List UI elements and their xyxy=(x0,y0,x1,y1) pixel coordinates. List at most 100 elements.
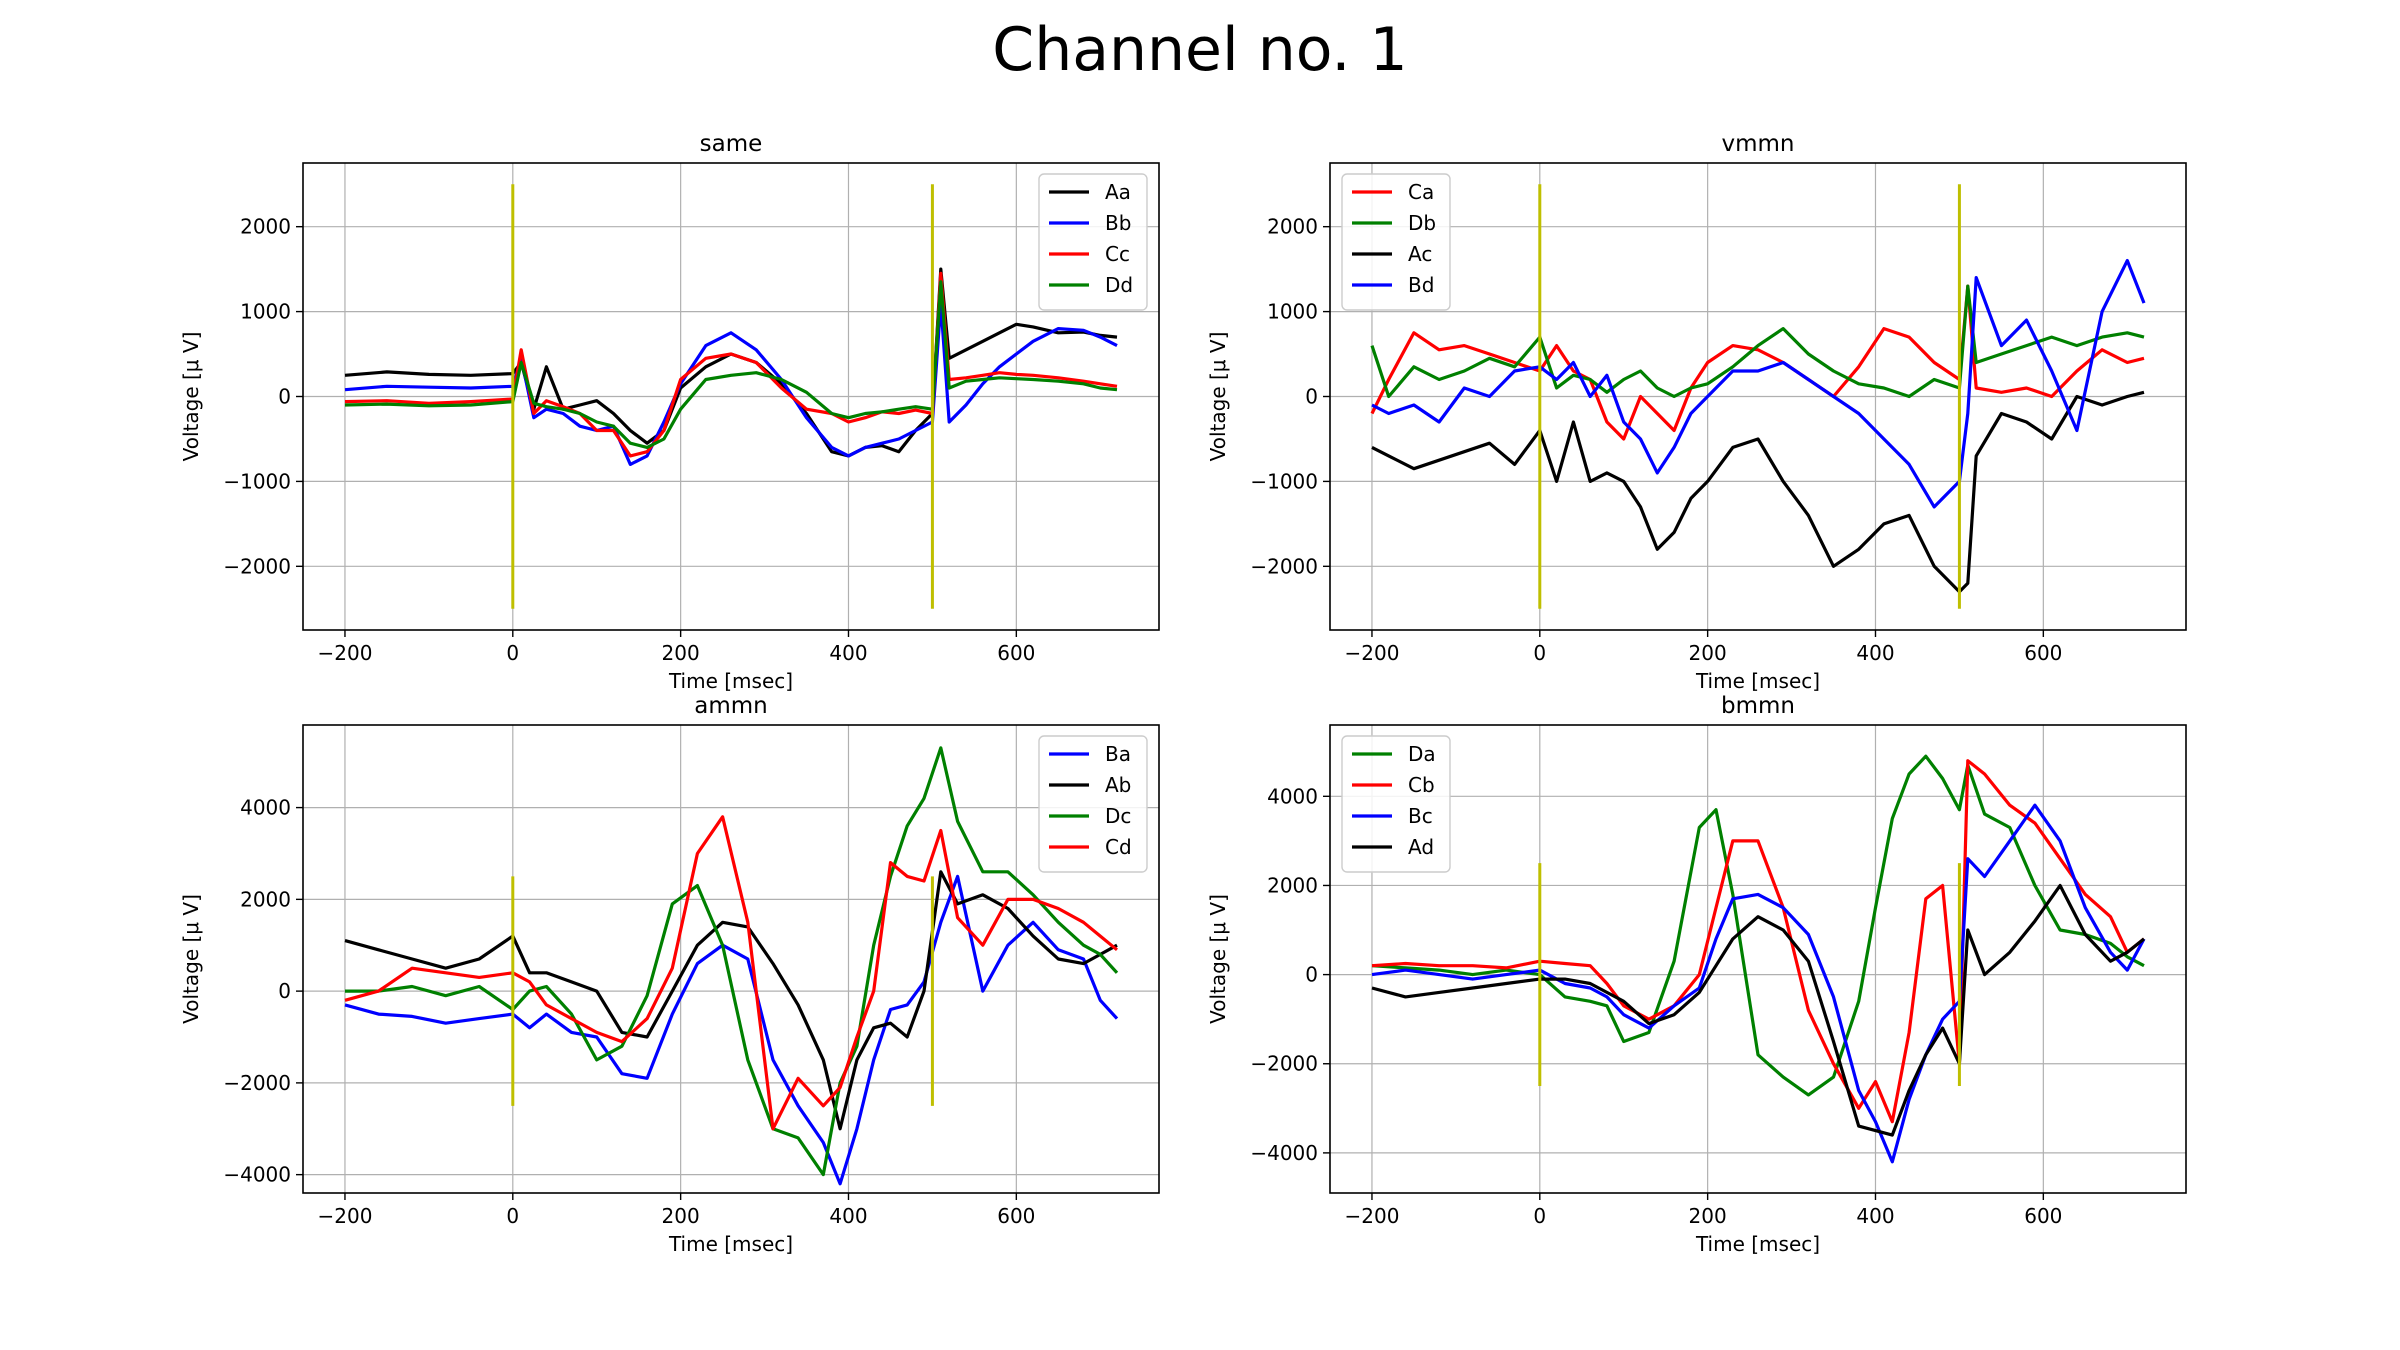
x-tick-label: 400 xyxy=(1856,1204,1894,1228)
legend-label: Ba xyxy=(1105,742,1131,766)
x-axis-label: Time [msec] xyxy=(668,1232,793,1256)
y-tick-label: −1000 xyxy=(223,469,291,493)
y-tick-label: −4000 xyxy=(1250,1141,1318,1165)
y-tick-label: 0 xyxy=(1305,963,1318,987)
series-line-Ac xyxy=(1371,390,2145,594)
legend-box xyxy=(1038,173,1148,311)
series-line-Db xyxy=(1370,284,2145,399)
y-tick-label: −2000 xyxy=(1250,1052,1318,1076)
y-tick-label: 2000 xyxy=(240,215,291,239)
subplot-title: ammn xyxy=(694,693,767,719)
y-tick-label: 2000 xyxy=(1267,873,1318,897)
legend-label: Aa xyxy=(1105,180,1131,204)
legend-label: Ad xyxy=(1408,835,1434,859)
legend-label: Db xyxy=(1408,211,1436,235)
subplot-ammn: −200 0 200 400 600−4000−2000020004000ammnTim… xyxy=(179,693,1160,1256)
legend-label: Ca xyxy=(1408,180,1434,204)
x-tick-label: 200 xyxy=(662,641,700,665)
series-line-Da xyxy=(1371,754,2145,1097)
series-line-Ca xyxy=(1370,284,2145,441)
x-tick-label: −200 xyxy=(317,641,372,665)
y-tick-label: −2000 xyxy=(223,554,291,578)
y-tick-label: 1000 xyxy=(1267,300,1318,324)
series-group xyxy=(1371,754,2146,1164)
y-axis-label: Voltage [μ V] xyxy=(179,332,203,462)
series-line-Dc xyxy=(345,746,1119,1177)
y-tick-label: 0 xyxy=(278,979,291,1003)
x-tick-label: 600 xyxy=(997,641,1035,665)
subplot-bmmn: −200 0 200 400 600−4000−2000020004000bmmnTim… xyxy=(1206,693,2187,1256)
subplot-title: same xyxy=(700,131,763,157)
legend: Ca Db Ac Bd xyxy=(1341,173,1451,311)
legend-box xyxy=(1341,173,1451,311)
series-line-Cb xyxy=(1371,759,2146,1124)
legend-label: Ac xyxy=(1408,242,1432,266)
legend-label: Cb xyxy=(1408,773,1435,797)
legend-label: Bc xyxy=(1408,804,1433,828)
x-axis-label: Time [msec] xyxy=(1695,1232,1820,1256)
x-tick-label: 0 xyxy=(506,1204,519,1228)
x-tick-label: 400 xyxy=(829,1204,867,1228)
x-tick-label: 600 xyxy=(997,1204,1035,1228)
series-group xyxy=(344,184,1118,609)
y-tick-label: 0 xyxy=(278,385,291,409)
x-tick-label: 400 xyxy=(829,641,867,665)
legend: Ba Ab Dc Cd xyxy=(1038,735,1148,873)
legend-label: Da xyxy=(1408,742,1436,766)
series-line-Aa xyxy=(344,267,1118,458)
x-tick-label: −200 xyxy=(317,1204,372,1228)
x-tick-label: 0 xyxy=(506,641,519,665)
subplot-vmmn: −200 0 200 400 600−2000−1000010002000vmmnTim… xyxy=(1206,131,2187,693)
axes-frame xyxy=(1329,724,2187,1194)
y-tick-label: −1000 xyxy=(1250,469,1318,493)
subplot-title: vmmn xyxy=(1722,131,1795,157)
x-tick-label: 200 xyxy=(1689,1204,1727,1228)
legend-label: Bd xyxy=(1408,273,1434,297)
legend-label: Cd xyxy=(1105,835,1132,859)
y-tick-label: 2000 xyxy=(240,887,291,911)
legend-label: Dd xyxy=(1105,273,1133,297)
subplot-same: −200 0 200 400 600−2000−1000010002000sameTim… xyxy=(179,131,1160,693)
x-tick-label: 0 xyxy=(1533,1204,1546,1228)
series-line-Dd xyxy=(344,280,1118,449)
x-tick-label: 200 xyxy=(662,1204,700,1228)
legend-box xyxy=(1038,735,1148,873)
y-tick-label: 0 xyxy=(1305,385,1318,409)
figure-title: Channel no. 1 xyxy=(992,15,1407,85)
x-tick-label: −200 xyxy=(1344,1204,1399,1228)
legend-box xyxy=(1341,735,1451,873)
series-line-Cc xyxy=(344,271,1118,458)
x-tick-label: 600 xyxy=(2024,1204,2062,1228)
x-axis-label: Time [msec] xyxy=(1695,669,1820,693)
legend-label: Cc xyxy=(1105,242,1130,266)
y-tick-label: 4000 xyxy=(1267,784,1318,808)
x-tick-label: −200 xyxy=(1344,641,1399,665)
series-line-Ba xyxy=(344,874,1119,1186)
series-group xyxy=(344,746,1119,1186)
x-tick-label: 0 xyxy=(1533,641,1546,665)
y-tick-label: −2000 xyxy=(1250,554,1318,578)
y-axis-label: Voltage [μ V] xyxy=(1206,332,1230,462)
y-axis-label: Voltage [μ V] xyxy=(179,894,203,1024)
subplot-title: bmmn xyxy=(1721,693,1795,719)
legend: Aa Bb Cc Dd xyxy=(1038,173,1148,311)
legend: Da Cb Bc Ad xyxy=(1341,735,1451,873)
legend-label: Ab xyxy=(1105,773,1131,797)
y-tick-label: −4000 xyxy=(223,1163,291,1187)
y-tick-label: 2000 xyxy=(1267,215,1318,239)
x-tick-label: 600 xyxy=(2024,641,2062,665)
series-line-Ab xyxy=(344,870,1118,1131)
x-tick-label: 400 xyxy=(1856,641,1894,665)
legend-label: Bb xyxy=(1105,211,1131,235)
subplots: −200 0 200 400 600−2000−1000010002000sameTim… xyxy=(179,131,2187,1256)
y-axis-label: Voltage [μ V] xyxy=(1206,894,1230,1024)
axes-frame xyxy=(302,724,1160,1194)
series-group xyxy=(1370,184,2146,609)
legend-label: Dc xyxy=(1105,804,1131,828)
y-tick-label: −2000 xyxy=(223,1071,291,1095)
series-line-Ad xyxy=(1371,883,2146,1137)
y-tick-label: 4000 xyxy=(240,796,291,820)
series-line-Bd xyxy=(1371,259,2146,509)
x-axis-label: Time [msec] xyxy=(668,669,793,693)
